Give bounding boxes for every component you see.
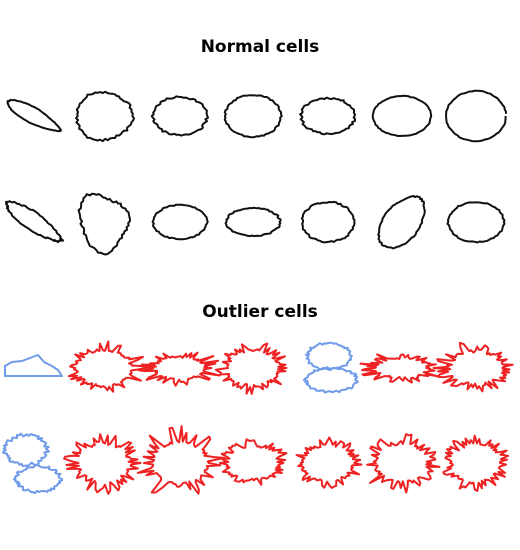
normal-cell-contour	[371, 94, 433, 137]
normal-cell-contour	[445, 89, 507, 143]
merged-outlier-cell-contour	[4, 354, 63, 377]
normal-cell-contour	[150, 95, 209, 137]
outlier-cells-grid	[2, 340, 514, 495]
merged-outlier-cell-contour	[302, 366, 359, 394]
normal-cell-contour	[151, 203, 209, 241]
normal-cell-contour	[5, 200, 65, 244]
normal-cells-title: Normal cells	[200, 37, 320, 57]
normal-cells-grid	[5, 89, 507, 256]
outlier-cell-contour	[67, 340, 147, 393]
outlier-cell-contour	[219, 438, 288, 486]
normal-cell-contour	[299, 96, 357, 136]
outlier-cell-contour	[366, 433, 441, 494]
merged-outlier-cell-contour	[304, 341, 353, 371]
outlier-cell-contour	[432, 341, 514, 393]
merged-outlier-cell-contour	[13, 463, 64, 495]
normal-cell-contour	[223, 94, 283, 139]
normal-cell-contour	[77, 192, 131, 256]
outlier-cell-contour	[214, 342, 288, 395]
normal-cell-contour	[377, 195, 426, 250]
normal-cell-contour	[446, 201, 506, 244]
normal-cell-contour	[6, 98, 62, 133]
outlier-cells-title: Outlier cells	[202, 302, 318, 322]
normal-cell-contour	[300, 200, 356, 244]
outlier-cell-contour	[442, 434, 510, 492]
outlier-cell-contour	[136, 425, 226, 495]
normal-cell-contour	[224, 206, 282, 238]
normal-cell-contour	[75, 90, 135, 143]
outlier-cell-contour	[138, 351, 221, 387]
outlier-cell-contour	[359, 353, 439, 384]
outlier-cell-contour	[63, 433, 142, 495]
outlier-cell-contour	[295, 436, 363, 489]
merged-outlier-cell-contour	[2, 432, 51, 468]
